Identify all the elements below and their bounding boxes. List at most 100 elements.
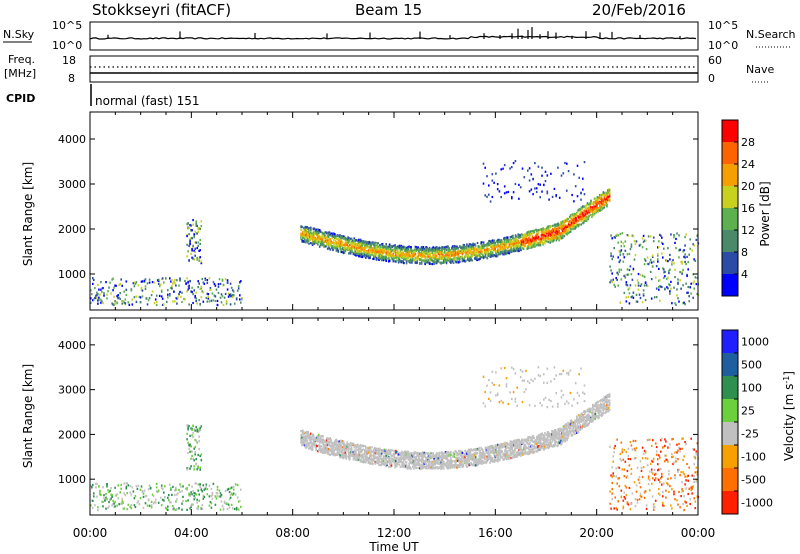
echo-cell [570, 228, 573, 231]
echo-cell [366, 446, 369, 449]
echo-cell [689, 238, 691, 241]
echo-cell [535, 237, 537, 240]
echo-cell [369, 451, 371, 455]
echo-cell [521, 243, 523, 246]
echo-cell [312, 235, 315, 238]
echo-cell [405, 253, 408, 256]
echo-cell [613, 247, 615, 250]
echo-cell [666, 286, 668, 289]
echo-cell [401, 257, 403, 260]
echo-cell [557, 224, 559, 227]
echo-cell [200, 296, 203, 299]
echo-cell [394, 248, 396, 251]
echo-cell [607, 198, 610, 201]
echo-cell [382, 449, 385, 452]
echo-cell [388, 461, 390, 464]
echo-cell [498, 250, 501, 253]
echo-cell [622, 260, 625, 263]
echo-cell [556, 225, 559, 228]
echo-cell [417, 463, 419, 466]
echo-cell [695, 283, 698, 286]
echo-cell [517, 236, 520, 239]
echo-cell [380, 449, 382, 452]
echo-cell [599, 194, 601, 197]
echo-cell [602, 200, 605, 203]
echo-cell [339, 455, 341, 458]
echo-cell [207, 297, 210, 300]
echo-cell [333, 232, 335, 235]
echo-cell [200, 287, 203, 290]
echo-cell [358, 455, 361, 458]
echo-cell [455, 246, 457, 249]
echo-cell [676, 288, 678, 291]
echo-cell [603, 194, 606, 197]
echo-cell [520, 249, 522, 252]
echo-cell [338, 448, 340, 452]
echo-cell [378, 454, 380, 457]
echo-cell [566, 219, 568, 223]
echo-cell [300, 235, 302, 238]
echo-cell [560, 233, 562, 236]
echo-cell [524, 242, 527, 245]
echo-cell [474, 247, 477, 250]
echo-cell [189, 243, 191, 246]
echo-cell [379, 257, 381, 261]
echo-cell [627, 273, 630, 276]
echo-cell [575, 226, 577, 229]
echo-cell [310, 228, 312, 231]
echo-cell [315, 229, 317, 232]
echo-cell [606, 203, 608, 206]
echo-cell [396, 452, 399, 455]
echo-cell [513, 243, 515, 246]
echo-cell [506, 236, 509, 239]
echo-cell [193, 289, 195, 292]
echo-cell [388, 253, 391, 256]
echo-cell [328, 231, 331, 234]
echo-cell [646, 285, 649, 288]
echo-cell [356, 248, 358, 251]
echo-cell [374, 249, 377, 252]
echo-cell [220, 301, 223, 304]
echo-cell [375, 257, 378, 260]
echo-cell [373, 243, 375, 246]
echo-cell [486, 251, 489, 254]
echo-cell [365, 459, 368, 462]
echo-cell [620, 249, 623, 252]
echo-cell [197, 228, 199, 231]
echo-cell [140, 286, 143, 290]
echo-cell [192, 293, 194, 296]
nsearch-label: N.Search [746, 28, 796, 41]
echo-cell [330, 244, 332, 247]
echo-cell [194, 247, 196, 250]
echo-cell [526, 231, 528, 234]
echo-cell [391, 257, 394, 261]
echo-cell [360, 239, 363, 242]
echo-cell [410, 452, 412, 455]
echo-cell [592, 206, 594, 209]
echo-cell [454, 255, 457, 258]
echo-cell [139, 296, 142, 299]
echo-cell [485, 243, 488, 246]
echo-cell [611, 258, 613, 261]
echo-cell [598, 199, 600, 202]
echo-cell [445, 248, 448, 252]
echo-cell [384, 461, 387, 464]
echo-cell [673, 236, 675, 239]
echo-cell [556, 223, 559, 226]
echo-cell [368, 257, 371, 260]
echo-cell [304, 241, 307, 244]
echo-cell [480, 242, 482, 245]
echo-cell [530, 243, 533, 246]
echo-cell [401, 253, 403, 256]
echo-cell [175, 296, 177, 300]
echo-cell [114, 284, 116, 287]
echo-cell [686, 291, 688, 294]
echo-cell [427, 255, 430, 258]
echo-cell [324, 444, 326, 448]
echo-cell [492, 239, 495, 242]
echo-cell [155, 303, 158, 307]
echo-cell [645, 248, 648, 251]
echo-cell [206, 281, 209, 285]
echo-cell [357, 443, 359, 446]
echo-cell [112, 289, 114, 292]
